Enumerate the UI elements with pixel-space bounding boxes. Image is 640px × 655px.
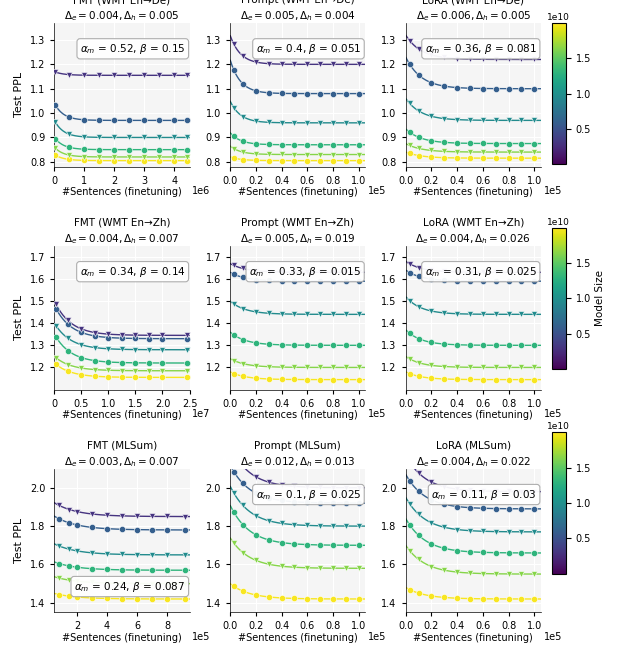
Title: 1e10: 1e10 <box>547 422 570 432</box>
X-axis label: #Sentences (finetuning): #Sentences (finetuning) <box>237 187 358 197</box>
X-axis label: #Sentences (finetuning): #Sentences (finetuning) <box>62 410 182 420</box>
Text: $\alpha_m$ = 0.4, $\beta$ = 0.051: $\alpha_m$ = 0.4, $\beta$ = 0.051 <box>256 42 361 56</box>
Text: $\alpha_m$ = 0.1, $\beta$ = 0.025: $\alpha_m$ = 0.1, $\beta$ = 0.025 <box>256 487 361 502</box>
Title: Prompt (WMT En→De)
$\Delta_e = 0.005, \Delta_h = 0.004$: Prompt (WMT En→De) $\Delta_e = 0.005, \D… <box>240 0 355 23</box>
Title: FMT (MLSum)
$\Delta_e = 0.003, \Delta_h = 0.007$: FMT (MLSum) $\Delta_e = 0.003, \Delta_h … <box>64 441 180 468</box>
X-axis label: #Sentences (finetuning): #Sentences (finetuning) <box>413 187 533 197</box>
Title: LoRA (MLSum)
$\Delta_e = 0.004, \Delta_h = 0.022$: LoRA (MLSum) $\Delta_e = 0.004, \Delta_h… <box>415 441 531 468</box>
Text: $\alpha_m$ = 0.36, $\beta$ = 0.081: $\alpha_m$ = 0.36, $\beta$ = 0.081 <box>425 42 537 56</box>
Y-axis label: Test PPL: Test PPL <box>15 518 24 563</box>
X-axis label: #Sentences (finetuning): #Sentences (finetuning) <box>237 633 358 643</box>
X-axis label: #Sentences (finetuning): #Sentences (finetuning) <box>237 410 358 420</box>
Title: FMT (WMT En→Zh)
$\Delta_e = 0.004, \Delta_h = 0.007$: FMT (WMT En→Zh) $\Delta_e = 0.004, \Delt… <box>64 218 180 246</box>
Title: Prompt (MLSum)
$\Delta_e = 0.012, \Delta_h = 0.013$: Prompt (MLSum) $\Delta_e = 0.012, \Delta… <box>240 441 355 468</box>
Text: 1e5: 1e5 <box>543 186 562 196</box>
Text: $\alpha_m$ = 0.34, $\beta$ = 0.14: $\alpha_m$ = 0.34, $\beta$ = 0.14 <box>80 265 186 278</box>
Title: 1e10: 1e10 <box>547 13 570 22</box>
Text: $\alpha_m$ = 0.52, $\beta$ = 0.15: $\alpha_m$ = 0.52, $\beta$ = 0.15 <box>80 42 186 56</box>
Y-axis label: Model Size: Model Size <box>595 271 605 326</box>
Text: $\alpha_m$ = 0.31, $\beta$ = 0.025: $\alpha_m$ = 0.31, $\beta$ = 0.025 <box>425 265 537 278</box>
Text: 1e5: 1e5 <box>368 186 387 196</box>
Text: 1e5: 1e5 <box>192 632 211 642</box>
Y-axis label: Test PPL: Test PPL <box>15 72 24 117</box>
Text: 1e5: 1e5 <box>543 409 562 419</box>
Title: LoRA (WMT En→Zh)
$\Delta_e = 0.004, \Delta_h = 0.026$: LoRA (WMT En→Zh) $\Delta_e = 0.004, \Del… <box>415 218 531 246</box>
Title: Prompt (WMT En→Zh)
$\Delta_e = 0.005, \Delta_h = 0.019$: Prompt (WMT En→Zh) $\Delta_e = 0.005, \D… <box>240 218 355 246</box>
Text: 1e7: 1e7 <box>192 409 211 419</box>
Text: $\alpha_m$ = 0.33, $\beta$ = 0.015: $\alpha_m$ = 0.33, $\beta$ = 0.015 <box>249 265 361 278</box>
Title: LoRA (WMT En→De)
$\Delta_e = 0.006, \Delta_h = 0.005$: LoRA (WMT En→De) $\Delta_e = 0.006, \Del… <box>415 0 531 23</box>
X-axis label: #Sentences (finetuning): #Sentences (finetuning) <box>62 633 182 643</box>
X-axis label: #Sentences (finetuning): #Sentences (finetuning) <box>413 410 533 420</box>
Y-axis label: Test PPL: Test PPL <box>15 295 24 340</box>
Text: 1e5: 1e5 <box>368 409 387 419</box>
Title: FMT (WMT En→De)
$\Delta_e = 0.004, \Delta_h = 0.005$: FMT (WMT En→De) $\Delta_e = 0.004, \Delt… <box>64 0 180 23</box>
X-axis label: #Sentences (finetuning): #Sentences (finetuning) <box>62 187 182 197</box>
Text: 1e5: 1e5 <box>543 632 562 642</box>
X-axis label: #Sentences (finetuning): #Sentences (finetuning) <box>413 633 533 643</box>
Text: $\alpha_m$ = 0.24, $\beta$ = 0.087: $\alpha_m$ = 0.24, $\beta$ = 0.087 <box>74 580 186 593</box>
Text: 1e6: 1e6 <box>192 186 211 196</box>
Title: 1e10: 1e10 <box>547 217 570 227</box>
Text: $\alpha_m$ = 0.11, $\beta$ = 0.03: $\alpha_m$ = 0.11, $\beta$ = 0.03 <box>431 487 537 502</box>
Text: 1e5: 1e5 <box>368 632 387 642</box>
